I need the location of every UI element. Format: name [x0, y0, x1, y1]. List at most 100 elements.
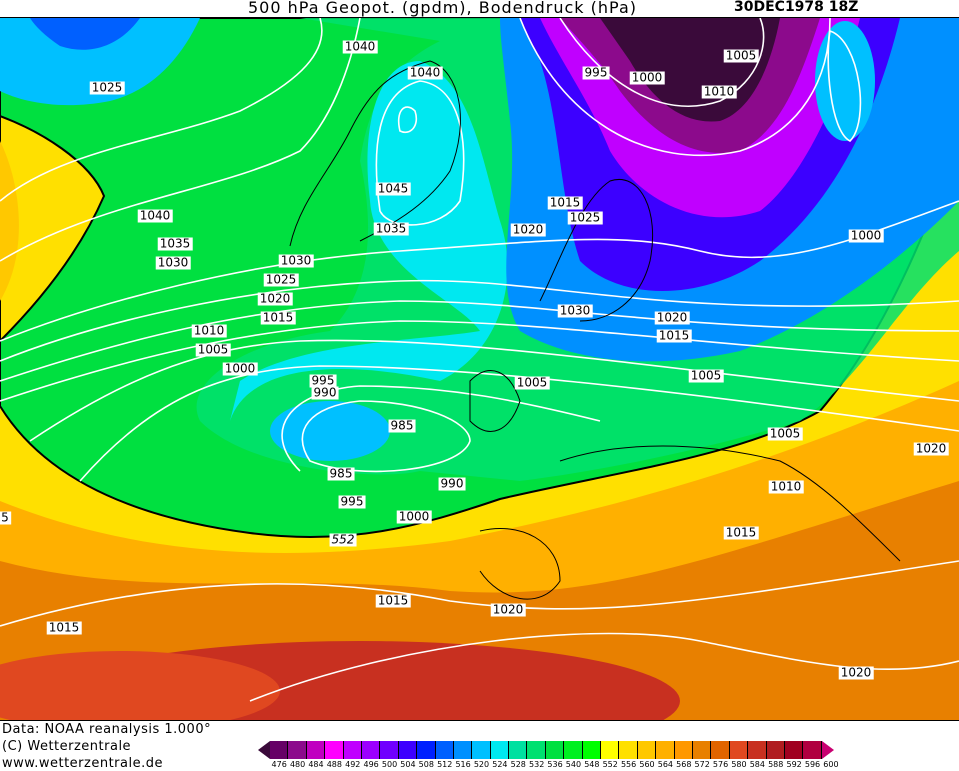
isobar-label: 995	[582, 65, 610, 80]
legend-swatch	[435, 741, 454, 759]
isobar-label: 1005	[688, 368, 724, 383]
isobar-label: 1025	[263, 272, 299, 287]
map-fields	[0, 18, 959, 720]
legend-swatch	[656, 741, 675, 759]
legend-tick-label: 596	[804, 760, 821, 769]
legend-tick-label: 560	[639, 760, 655, 769]
isobar-label: 1000	[222, 361, 258, 376]
legend-swatch	[453, 741, 473, 759]
color-legend	[258, 741, 834, 759]
legend-swatch	[380, 741, 399, 759]
map-datetime: 30DEC1978 18Z	[734, 0, 859, 15]
legend-tick-label: 540	[565, 760, 582, 769]
legend-tick-label: 548	[584, 760, 600, 769]
legend-high-tip	[821, 741, 834, 759]
legend-swatch	[711, 741, 730, 759]
isobar-label: 1040	[137, 208, 173, 223]
weather-map	[0, 17, 959, 721]
isobar-label: 1025	[89, 80, 125, 95]
legend-tick-label: 516	[455, 760, 471, 769]
legend-swatch	[803, 741, 822, 759]
legend-swatch	[619, 741, 638, 759]
isobar-label: 1000	[396, 509, 432, 524]
isobar-label: 1015	[547, 195, 583, 210]
isobar-label: 1010	[768, 479, 804, 494]
isobar-label: 1020	[490, 602, 526, 617]
legend-swatch	[637, 741, 657, 759]
legend-swatch	[417, 741, 436, 759]
isobar-label: 1015	[375, 593, 411, 608]
isobar-label: 1040	[342, 39, 378, 54]
legend-tick-label: 536	[547, 760, 563, 769]
legend-tick-label: 552	[602, 760, 618, 769]
legend-swatch	[692, 741, 712, 759]
legend-swatch	[490, 741, 510, 759]
isobar-label: 985	[388, 418, 416, 433]
legend-swatch	[784, 741, 804, 759]
isobar-label: 1010	[701, 84, 737, 99]
legend-tick-label: 508	[418, 760, 434, 769]
legend-tick-label: 576	[712, 760, 729, 769]
legend-tick-label: 488	[326, 760, 342, 769]
copyright: (C) Wetterzentrale	[2, 739, 132, 754]
legend-swatch	[343, 741, 362, 759]
legend-swatch	[601, 741, 620, 759]
isobar-label: 1005	[723, 48, 759, 63]
isobar-label: 1000	[848, 228, 884, 243]
isobar-label: 1020	[838, 665, 874, 680]
legend-swatch	[325, 741, 344, 759]
isobar-label: 1015	[260, 310, 296, 325]
field-yellow-west	[0, 114, 106, 343]
coastlines	[289, 60, 901, 600]
legend-tick-label: 504	[400, 760, 416, 769]
isobar-label: 1030	[278, 253, 314, 268]
legend-tick-label: 600	[823, 760, 839, 769]
legend-tick-label: 568	[676, 760, 692, 769]
isobar-label: 1015	[46, 620, 82, 635]
isobar-label: 1005	[195, 342, 231, 357]
isobar-label: 995	[338, 494, 366, 509]
legend-swatch	[472, 741, 491, 759]
legend-swatch	[748, 741, 767, 759]
isobar-label: 1000	[629, 70, 665, 85]
legend-tick-label: 500	[381, 760, 398, 769]
website-link[interactable]: www.wetterzentrale.de	[2, 756, 163, 771]
legend-swatch	[729, 741, 749, 759]
legend-tick-label: 556	[620, 760, 637, 769]
isobar-label: 1020	[654, 310, 690, 325]
isobar-label: 1045	[375, 181, 411, 196]
legend-tick-label: 532	[529, 760, 545, 769]
legend-ticks: 476 480 484 488 492 496 500 504 508 512 516 520 524 5…	[270, 760, 840, 769]
isobar-label: 5	[0, 510, 11, 525]
isobar-label: 1030	[557, 303, 593, 318]
isobar-label: 1005	[767, 426, 803, 441]
isobar-label: 985	[327, 466, 355, 481]
legend-tick-label: 480	[289, 760, 306, 769]
isobar-label: 1010	[191, 323, 227, 338]
isobar-label: 1020	[257, 291, 293, 306]
isobar-label: 1035	[157, 236, 193, 251]
data-source: Data: NOAA reanalysis 1.000°	[2, 722, 212, 737]
legend-swatch	[361, 741, 381, 759]
isobar-label: 1030	[155, 255, 191, 270]
legend-swatch	[509, 741, 528, 759]
legend-tick-label: 520	[473, 760, 490, 769]
isobar-label: 995	[309, 373, 337, 388]
legend-swatch	[270, 741, 289, 759]
legend-tick-label: 592	[786, 760, 802, 769]
legend-tick-label: 588	[768, 760, 784, 769]
isobar-label: 1015	[656, 328, 692, 343]
geopotential-label: 552	[329, 532, 357, 547]
legend-tick-label: 572	[694, 760, 710, 769]
legend-tick-label: 584	[749, 760, 765, 769]
isobar-label: 1020	[510, 222, 546, 237]
isobar-label: 990	[311, 385, 339, 400]
legend-tick-label: 476	[271, 760, 287, 769]
isobar-label: 1025	[567, 210, 603, 225]
legend-swatch	[564, 741, 583, 759]
isobar-label: 990	[438, 476, 466, 491]
legend-low-tip	[258, 741, 270, 759]
legend-swatch	[288, 741, 307, 759]
legend-swatch	[582, 741, 602, 759]
legend-tick-label: 564	[657, 760, 674, 769]
